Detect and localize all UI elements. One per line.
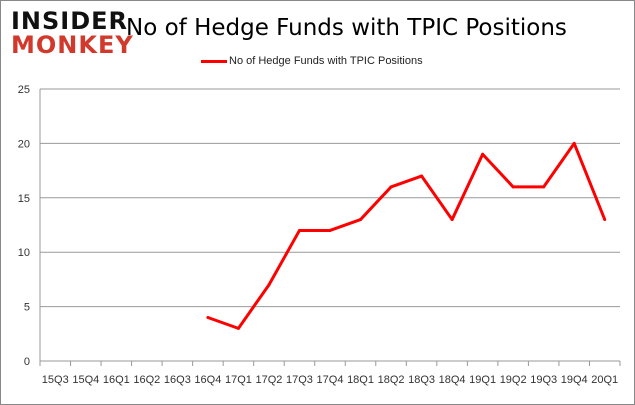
data-point: [267, 283, 271, 287]
data-point: [236, 326, 240, 330]
y-tick-label: 10: [18, 247, 30, 259]
data-point: [328, 228, 332, 232]
x-tick-label: 19Q1: [469, 374, 496, 386]
data-point: [542, 185, 546, 189]
logo-line2: MONKEY: [11, 31, 134, 59]
x-tick-label: 15Q3: [42, 374, 69, 386]
legend-label: No of Hedge Funds with TPIC Positions: [229, 55, 423, 67]
data-point: [481, 152, 485, 156]
x-tick-label: 16Q2: [133, 374, 160, 386]
insider-monkey-logo: INSIDER MONKEY: [11, 9, 134, 57]
x-tick-label: 17Q1: [225, 374, 252, 386]
x-tick-label: 18Q1: [347, 374, 374, 386]
x-tick-label: 16Q3: [164, 374, 191, 386]
x-tick-label: 17Q2: [255, 374, 282, 386]
x-tick-label: 17Q3: [286, 374, 313, 386]
chart-title: No of Hedge Funds with TPIC Positions: [126, 15, 567, 41]
legend: No of Hedge Funds with TPIC Positions: [201, 55, 423, 67]
data-point: [420, 174, 424, 178]
series-line: [207, 141, 607, 330]
logo-line1: INSIDER: [11, 7, 129, 35]
data-point: [511, 185, 515, 189]
data-point: [450, 218, 454, 222]
x-tick-label: 17Q4: [317, 374, 344, 386]
data-point: [572, 141, 576, 145]
x-tick-label: 19Q2: [500, 374, 527, 386]
x-tick-label: 15Q4: [72, 374, 99, 386]
y-tick-label: 5: [24, 302, 30, 314]
y-tick-label: 0: [24, 356, 30, 368]
data-point: [359, 218, 363, 222]
x-tick-label: 16Q4: [194, 374, 221, 386]
x-tick-label: 20Q1: [591, 374, 618, 386]
legend-swatch: [201, 59, 227, 63]
x-tick-label: 18Q3: [408, 374, 435, 386]
x-tick-label: 18Q4: [439, 374, 466, 386]
x-tick-label: 19Q3: [530, 374, 557, 386]
x-tick-label: 18Q2: [378, 374, 405, 386]
y-tick-label: 20: [18, 138, 30, 150]
data-point: [603, 218, 607, 222]
data-point: [389, 185, 393, 189]
data-point: [297, 228, 301, 232]
data-point: [206, 315, 210, 319]
x-tick-label: 16Q1: [103, 374, 130, 386]
y-tick-label: 25: [18, 84, 30, 96]
y-tick-label: 15: [18, 193, 30, 205]
x-tick-label: 19Q4: [561, 374, 588, 386]
